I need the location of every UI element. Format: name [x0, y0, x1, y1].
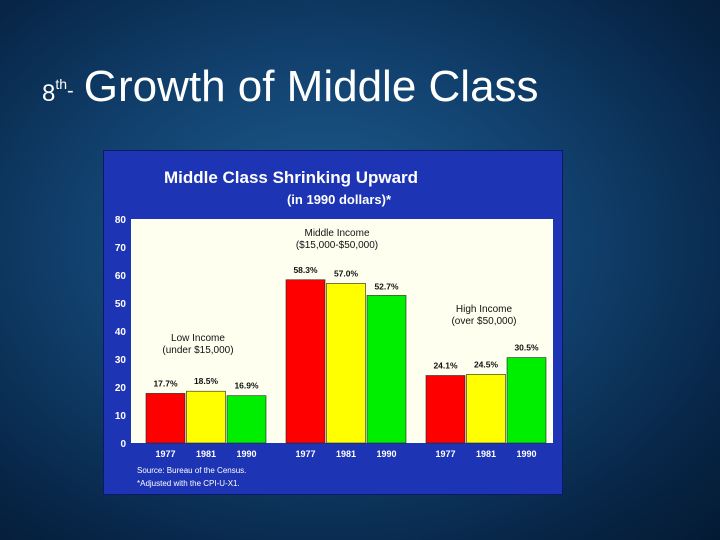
y-tick-label: 10: [115, 411, 127, 422]
chart-subtitle: (in 1990 dollars)*: [287, 192, 392, 207]
slide-number-suffix: th: [55, 76, 68, 92]
group-label: Low Income: [171, 333, 225, 344]
group-range-label: ($15,000-$50,000): [296, 240, 378, 251]
x-tick-label: 1981: [196, 449, 216, 459]
x-tick-label: 1990: [376, 449, 396, 459]
group-label: High Income: [456, 304, 513, 315]
x-tick-label: 1977: [155, 449, 175, 459]
chart-title: Middle Class Shrinking Upward: [164, 168, 418, 187]
bars: 17.7% 18.5% 16.9% Low Income(under $15,000)…: [145, 228, 547, 444]
bar-value-label: 16.9%: [234, 381, 259, 391]
y-tick-label: 30: [115, 355, 127, 366]
bar-value-label: 17.7%: [153, 378, 178, 388]
x-tick-label: 1990: [516, 449, 536, 459]
x-tick-label: 1977: [435, 449, 455, 459]
y-tick-label: 50: [115, 299, 127, 310]
bar: [506, 357, 547, 444]
bar-value-label: 52.7%: [374, 281, 399, 291]
x-axis-labels: 1977 1981 1990 1977 1981 1990 1977 1981 1990: [155, 449, 536, 459]
bar-chart: Middle Class Shrinking Upward (in 1990 d…: [115, 168, 553, 488]
slide-title: 8th- Growth of Middle Class: [42, 62, 539, 112]
bar-value-label: 24.5%: [474, 359, 499, 369]
y-axis: 0 10 20 30 40 50 60 70 80: [115, 215, 127, 450]
x-tick-label: 1981: [476, 449, 496, 459]
group-range-label: (under $15,000): [162, 345, 233, 356]
bar-value-label: 18.5%: [194, 376, 219, 386]
y-tick-label: 70: [115, 243, 127, 254]
y-tick-label: 20: [115, 383, 127, 394]
x-tick-label: 1990: [236, 449, 256, 459]
bar: [425, 375, 466, 444]
bar: [226, 395, 267, 444]
bar: [366, 295, 407, 444]
bar: [145, 393, 186, 444]
slide-number-dash: -: [67, 80, 74, 102]
slide-number: 8: [42, 80, 56, 107]
y-tick-label: 80: [115, 215, 127, 226]
slide-heading: Growth of Middle Class: [83, 62, 539, 111]
group-label: Middle Income: [304, 228, 369, 239]
bar-value-label: 24.1%: [433, 361, 458, 371]
bar: [326, 283, 366, 444]
source-note: Source: Bureau of the Census.: [137, 466, 246, 475]
group-range-label: (over $50,000): [451, 316, 516, 327]
y-tick-label: 60: [115, 271, 127, 282]
x-tick-label: 1977: [295, 449, 315, 459]
y-tick-label: 40: [115, 327, 127, 338]
bar: [285, 279, 326, 444]
footnote: *Adjusted with the CPI-U-X1.: [137, 479, 240, 488]
bar: [186, 390, 226, 444]
bar: [466, 374, 506, 444]
bar-value-label: 57.0%: [334, 268, 359, 278]
chart-frame: Middle Class Shrinking Upward (in 1990 d…: [103, 150, 563, 495]
bar-value-label: 30.5%: [514, 343, 539, 353]
x-tick-label: 1981: [336, 449, 356, 459]
y-tick-label: 0: [120, 439, 126, 450]
bar-value-label: 58.3%: [293, 265, 318, 275]
